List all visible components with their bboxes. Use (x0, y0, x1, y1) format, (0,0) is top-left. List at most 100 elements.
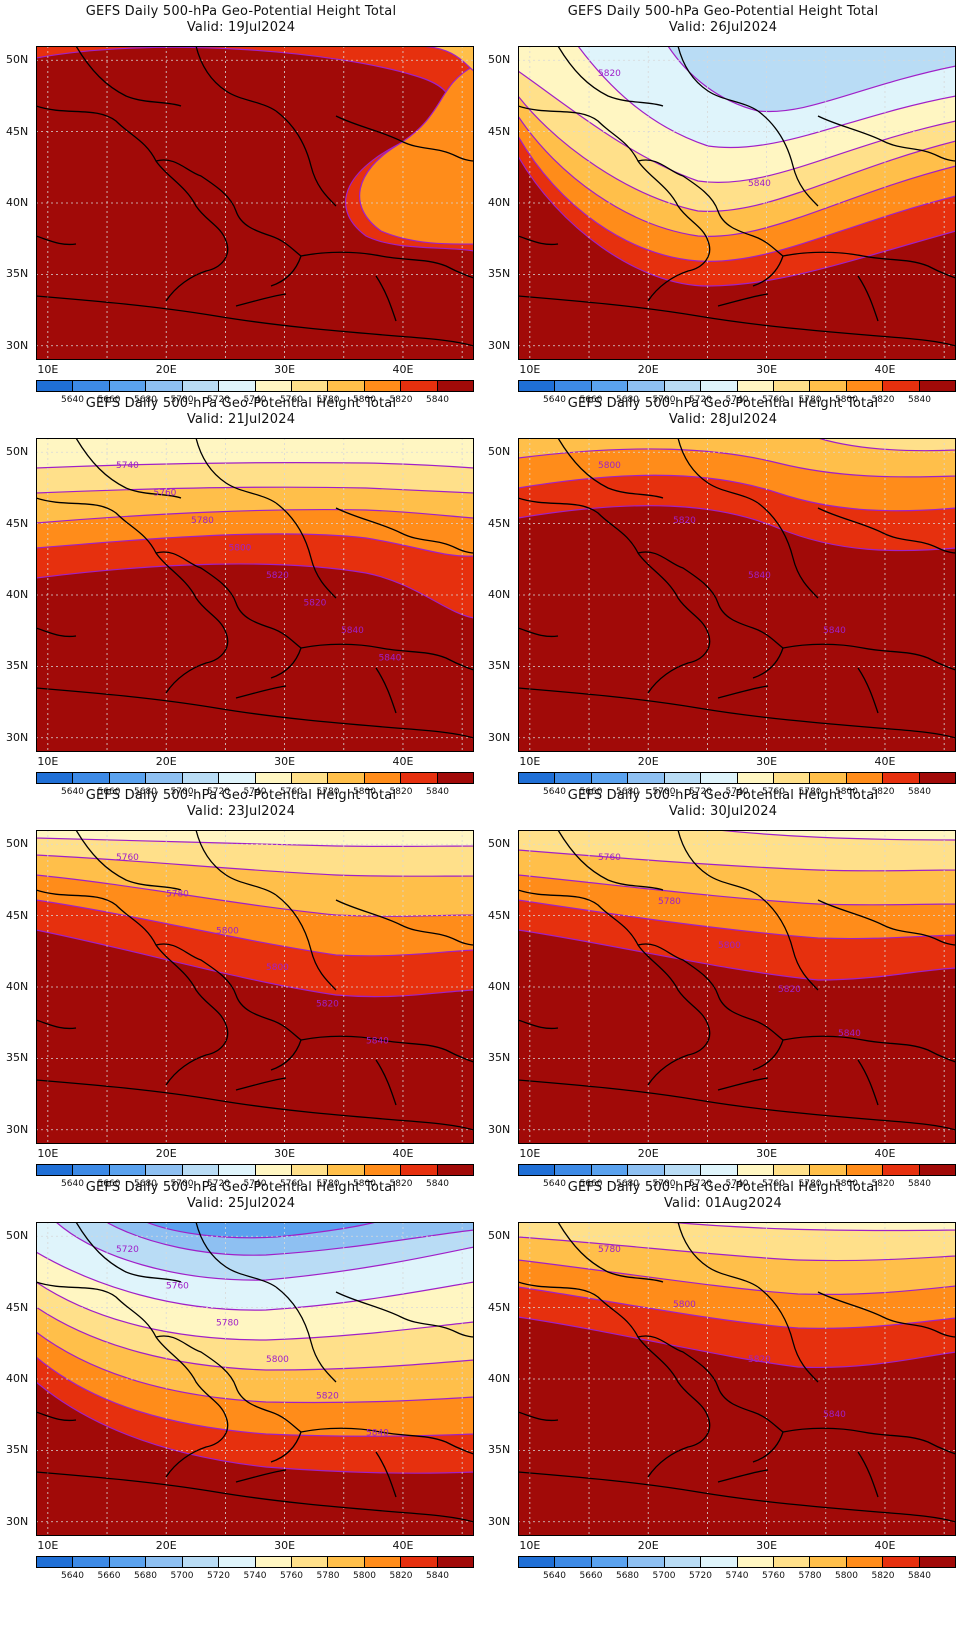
colorbar-swatch (555, 1557, 592, 1567)
colorbar-label: 5800 (835, 787, 858, 797)
coastline (752, 1039, 784, 1071)
colorbar-label: 5720 (207, 1571, 230, 1581)
colorbar-label: 5820 (389, 1571, 413, 1581)
coastline (857, 1451, 879, 1498)
lon-tick-label: 30E (274, 755, 296, 768)
contour-label: 5820 (266, 571, 289, 581)
colorbar-label: 5840 (426, 1571, 449, 1581)
colorbar-swatch (846, 1165, 884, 1175)
colorbar-swatch (773, 1557, 811, 1567)
lon-tick-label: 30E (756, 1147, 778, 1160)
contour-line (36, 830, 474, 957)
colorbar (36, 380, 474, 392)
colorbar-swatch (255, 1557, 292, 1567)
lon-tick-label: 30E (756, 1539, 778, 1552)
colorbar-swatch (810, 1165, 847, 1175)
contour-line (518, 1222, 956, 1262)
contour-label: 5800 (718, 941, 741, 951)
lat-tick-label: 30N (6, 338, 29, 352)
colorbar-label: 5680 (616, 1571, 639, 1581)
coastline (375, 1059, 397, 1106)
contour-label: 5820 (673, 516, 696, 526)
lon-tick-label: 30E (756, 755, 778, 768)
contour-label: 5760 (598, 853, 621, 863)
colorbar-swatch (555, 381, 592, 391)
lat-tick-label: 45N (6, 908, 29, 922)
colorbar-swatch (291, 1557, 329, 1567)
colorbar-swatch (737, 773, 774, 783)
coastline (155, 159, 302, 257)
coastline (335, 1291, 474, 1338)
colorbar-swatch (591, 381, 629, 391)
coastline (270, 1431, 302, 1463)
panel-valid-date: Valid: 26Jul2024 (668, 20, 778, 35)
map-panel: GEFS Daily 500-hPa Geo-Potential Height … (482, 1176, 964, 1586)
colorbar-swatch (255, 773, 292, 783)
colorbar-label: 5700 (170, 787, 194, 797)
contour-line (518, 1222, 956, 1369)
height-band (146, 1222, 376, 1238)
colorbar-label: 5760 (280, 395, 303, 405)
lat-tick-label: 40N (488, 980, 511, 993)
coastline (717, 1077, 769, 1091)
colorbar-label: 5840 (908, 1571, 931, 1581)
coastline (677, 46, 759, 112)
colorbar-label: 5740 (243, 395, 267, 405)
colorbar-label: 5640 (61, 787, 84, 797)
colorbar-swatch (109, 1165, 147, 1175)
colorbar-label: 5800 (835, 1179, 858, 1189)
coastline (677, 830, 759, 896)
colorbar-label: 5640 (543, 1179, 566, 1189)
coastline (518, 1411, 559, 1422)
colorbar-swatch (555, 773, 592, 783)
contour-label: 5820 (778, 985, 801, 995)
colorbar-swatch (328, 1165, 365, 1175)
colorbar-label: 5760 (762, 787, 785, 797)
colorbar (518, 772, 956, 784)
contour-line (518, 46, 956, 212)
colorbar-label: 5820 (389, 395, 413, 405)
lat-tick-label: 40N (6, 588, 29, 601)
colorbar-swatch (255, 381, 292, 391)
contour-label: 5840 (366, 1428, 389, 1438)
lat-tick-label: 45N (488, 1300, 511, 1314)
panel-valid-date: Valid: 19Jul2024 (186, 20, 296, 35)
colorbar-swatch (664, 1165, 702, 1175)
contour-line (577, 46, 956, 149)
colorbar-swatch (628, 381, 665, 391)
lon-tick-label: 40E (874, 1539, 896, 1552)
colorbar-label: 5820 (389, 787, 413, 797)
colorbar-label: 5660 (579, 395, 603, 405)
contour-line (145, 1222, 377, 1239)
lon-tick-label: 10E (519, 1539, 541, 1552)
map-frame (36, 46, 474, 360)
contour-label: 5780 (658, 897, 681, 907)
map-panel: GEFS Daily 500-hPa Geo-Potential Height … (482, 0, 964, 410)
colorbar-swatch (664, 773, 702, 783)
contour-label: 5800 (229, 544, 252, 554)
contour-line (717, 830, 956, 841)
colorbar-label: 5720 (207, 395, 230, 405)
lat-tick-label: 30N (488, 730, 511, 744)
coastline (36, 1019, 77, 1030)
colorbar-label: 5780 (798, 1179, 822, 1189)
contour-line (36, 438, 474, 557)
colorbar-label: 5820 (389, 1179, 413, 1189)
coastline (752, 255, 784, 287)
colorbar-label: 5780 (316, 1571, 340, 1581)
lon-tick-label: 30E (274, 363, 296, 376)
contour-line (667, 46, 956, 113)
geopotential-map: 5760 5780 5800 5820 5840 (518, 830, 956, 1144)
coastline (518, 1471, 956, 1523)
colorbar-swatch (555, 1165, 592, 1175)
coastline (717, 293, 769, 307)
panel-valid-date: Valid: 23Jul2024 (186, 804, 296, 819)
colorbar-label: 5820 (871, 395, 895, 405)
contour-line (518, 1222, 956, 1329)
coastline (75, 438, 182, 499)
colorbar-label: 5740 (725, 1571, 749, 1581)
lon-tick-label: 20E (637, 363, 659, 376)
colorbar-swatch (328, 773, 365, 783)
contour-label: 5840 (748, 571, 771, 581)
colorbar-label: 5780 (798, 787, 822, 797)
